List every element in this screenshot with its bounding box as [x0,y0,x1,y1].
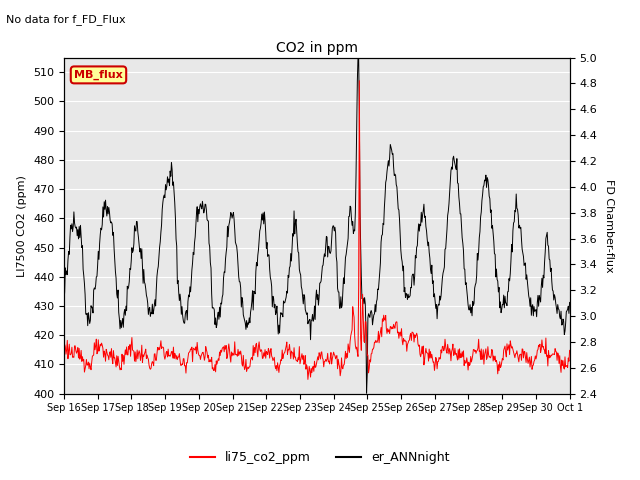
Y-axis label: LI7500 CO2 (ppm): LI7500 CO2 (ppm) [17,175,28,276]
Text: MB_flux: MB_flux [74,70,123,80]
Y-axis label: FD Chamber-flux: FD Chamber-flux [604,179,614,273]
Title: CO2 in ppm: CO2 in ppm [276,41,358,55]
Text: No data for f_FD_Flux: No data for f_FD_Flux [6,14,126,25]
Legend: li75_co2_ppm, er_ANNnight: li75_co2_ppm, er_ANNnight [186,446,454,469]
